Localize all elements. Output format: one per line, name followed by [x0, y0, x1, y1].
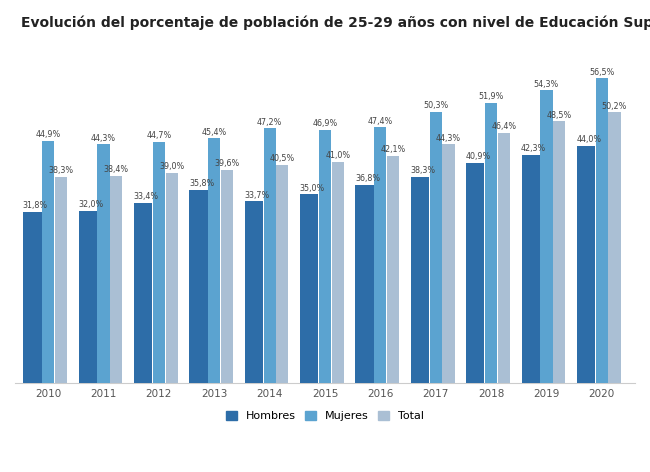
- Bar: [528, 155, 540, 383]
- Bar: [540, 90, 552, 383]
- Bar: [79, 211, 91, 383]
- Text: 31,8%: 31,8%: [23, 201, 48, 210]
- Text: 44,9%: 44,9%: [36, 130, 61, 139]
- Text: 44,7%: 44,7%: [146, 131, 172, 140]
- Bar: [595, 78, 608, 383]
- Text: 33,4%: 33,4%: [134, 193, 159, 202]
- Text: 42,1%: 42,1%: [380, 145, 406, 154]
- Bar: [430, 112, 442, 383]
- Bar: [374, 127, 387, 383]
- Bar: [473, 162, 484, 383]
- Bar: [466, 162, 478, 383]
- Text: 40,5%: 40,5%: [270, 154, 295, 163]
- Bar: [251, 202, 263, 383]
- Bar: [553, 121, 566, 383]
- Text: 39,0%: 39,0%: [159, 162, 185, 171]
- Bar: [42, 141, 55, 383]
- Text: 47,2%: 47,2%: [257, 118, 282, 127]
- Bar: [23, 211, 36, 383]
- Bar: [140, 203, 152, 383]
- Bar: [356, 185, 368, 383]
- Bar: [245, 202, 257, 383]
- Bar: [55, 177, 67, 383]
- Bar: [276, 165, 289, 383]
- Bar: [387, 156, 399, 383]
- Text: 51,9%: 51,9%: [478, 93, 504, 101]
- Bar: [485, 103, 497, 383]
- Text: 42,3%: 42,3%: [521, 144, 546, 153]
- Text: 47,4%: 47,4%: [368, 117, 393, 126]
- Bar: [319, 130, 331, 383]
- Text: 44,3%: 44,3%: [91, 134, 116, 143]
- Bar: [134, 203, 146, 383]
- Bar: [443, 144, 454, 383]
- Bar: [583, 146, 595, 383]
- Bar: [189, 190, 202, 383]
- Bar: [98, 144, 110, 383]
- Text: Evolución del porcentaje de población de 25-29 años con nivel de Educación Super: Evolución del porcentaje de población de…: [21, 15, 650, 29]
- Text: 36,8%: 36,8%: [355, 174, 380, 183]
- Text: 44,0%: 44,0%: [577, 135, 602, 144]
- Text: 38,3%: 38,3%: [410, 166, 436, 175]
- Text: 48,5%: 48,5%: [547, 111, 572, 120]
- Bar: [263, 128, 276, 383]
- Bar: [221, 169, 233, 383]
- Bar: [361, 185, 374, 383]
- Bar: [306, 194, 318, 383]
- Text: 39,6%: 39,6%: [214, 159, 240, 168]
- Legend: Hombres, Mujeres, Total: Hombres, Mujeres, Total: [222, 406, 428, 425]
- Bar: [608, 112, 621, 383]
- Text: 45,4%: 45,4%: [202, 127, 227, 136]
- Bar: [84, 211, 97, 383]
- Bar: [577, 146, 589, 383]
- Text: 38,3%: 38,3%: [48, 166, 73, 175]
- Text: 50,2%: 50,2%: [602, 101, 627, 110]
- Bar: [300, 194, 312, 383]
- Text: 44,3%: 44,3%: [436, 134, 461, 143]
- Bar: [166, 173, 177, 383]
- Text: 41,0%: 41,0%: [325, 152, 350, 160]
- Text: 32,0%: 32,0%: [78, 200, 103, 209]
- Text: 33,7%: 33,7%: [244, 191, 270, 200]
- Text: 56,5%: 56,5%: [589, 67, 614, 76]
- Bar: [521, 155, 534, 383]
- Bar: [411, 177, 423, 383]
- Text: 46,4%: 46,4%: [491, 122, 516, 131]
- Text: 50,3%: 50,3%: [423, 101, 448, 110]
- Bar: [417, 177, 429, 383]
- Text: 35,0%: 35,0%: [300, 184, 325, 193]
- Text: 40,9%: 40,9%: [465, 152, 491, 161]
- Text: 38,4%: 38,4%: [104, 165, 129, 174]
- Text: 35,8%: 35,8%: [189, 179, 214, 188]
- Bar: [332, 162, 344, 383]
- Text: 54,3%: 54,3%: [534, 79, 559, 89]
- Bar: [153, 142, 165, 383]
- Bar: [196, 190, 207, 383]
- Bar: [208, 138, 220, 383]
- Bar: [111, 176, 122, 383]
- Text: 46,9%: 46,9%: [313, 119, 337, 128]
- Bar: [29, 211, 42, 383]
- Bar: [498, 133, 510, 383]
